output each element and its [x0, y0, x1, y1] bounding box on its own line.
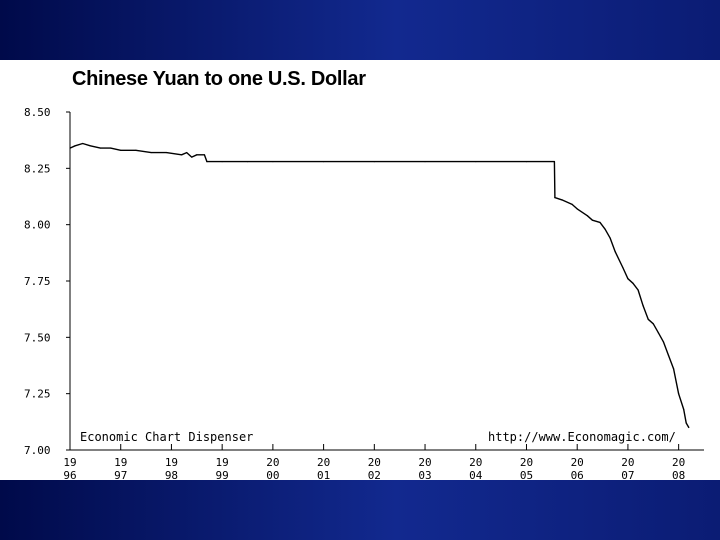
data-point [652, 323, 654, 325]
x-tick-label-top: 20 [266, 456, 279, 469]
x-tick-label-bottom: 98 [165, 469, 178, 482]
series-line [69, 142, 690, 428]
data-point [74, 145, 76, 147]
x-tick-label-bottom: 05 [520, 469, 533, 482]
data-point [662, 341, 665, 343]
data-point [688, 426, 690, 429]
data-point [622, 266, 624, 269]
x-tick-label-bottom: 96 [63, 469, 76, 482]
x-tick-label-top: 19 [63, 456, 76, 469]
data-point [586, 215, 588, 217]
y-tick-label: 7.50 [24, 331, 51, 344]
data-point [642, 305, 644, 307]
x-tick-label-bottom: 06 [571, 469, 584, 482]
data-point [221, 160, 223, 163]
y-tick-label: 8.25 [24, 162, 51, 175]
data-point [135, 149, 137, 151]
data-point [591, 219, 594, 221]
data-point [69, 147, 71, 149]
data-point [614, 251, 616, 253]
x-tick-label-bottom: 03 [418, 469, 431, 482]
data-point [667, 354, 670, 356]
data-point [657, 332, 659, 334]
x-tick-label-bottom: 07 [621, 469, 634, 482]
y-tick-label: 8.50 [24, 106, 51, 119]
data-point [647, 318, 649, 320]
x-tick-label-top: 19 [216, 456, 229, 469]
x-tick-label-bottom: 02 [368, 469, 381, 482]
header-band [0, 0, 720, 60]
y-tick-label: 7.25 [24, 388, 51, 401]
data-point [203, 154, 206, 156]
x-tick-label-top: 20 [571, 456, 584, 469]
x-tick-label-top: 20 [368, 456, 381, 469]
data-point [272, 160, 274, 163]
x-tick-label-bottom: 99 [216, 469, 229, 482]
data-point [89, 145, 91, 147]
data-point [196, 154, 198, 156]
data-point [554, 197, 556, 199]
x-tick-label-top: 20 [672, 456, 685, 469]
data-point [553, 160, 555, 163]
x-tick-label-top: 20 [621, 456, 634, 469]
data-point [246, 160, 249, 163]
data-point [82, 142, 84, 145]
x-tick-label-top: 19 [165, 456, 178, 469]
data-point [683, 408, 685, 411]
data-point [186, 151, 188, 154]
data-point [604, 228, 606, 230]
data-point [424, 160, 426, 163]
data-point [678, 393, 680, 395]
data-point [599, 221, 601, 224]
annotation-left: Economic Chart Dispenser [80, 430, 253, 444]
x-tick-label-top: 20 [317, 456, 330, 469]
x-tick-label-bottom: 01 [317, 469, 330, 482]
x-tick-label-top: 20 [469, 456, 482, 469]
data-point [165, 151, 167, 154]
data-point [150, 151, 152, 154]
data-point [99, 147, 102, 149]
y-tick-label: 7.00 [24, 444, 51, 457]
y-axis: 8.50 8.25 8.00 7.75 7.50 7.25 7.00 [24, 106, 71, 457]
footer-band [0, 480, 720, 540]
data-point [323, 160, 325, 163]
data-point [609, 237, 611, 239]
data-point [120, 149, 122, 151]
x-tick-label-top: 19 [114, 456, 127, 469]
data-point [561, 199, 563, 201]
data-point [206, 160, 208, 163]
x-tick-label-bottom: 97 [114, 469, 127, 482]
data-point [685, 422, 687, 424]
x-axis: 1996199719981999200020012002200320042005… [63, 444, 704, 482]
data-point [191, 156, 193, 158]
data-point [571, 203, 573, 205]
data-point [180, 154, 183, 156]
series-layer [69, 142, 690, 429]
data-point [672, 368, 675, 370]
y-tick-label: 7.75 [24, 275, 51, 288]
data-point [637, 289, 639, 291]
x-tick-label-bottom: 08 [672, 469, 685, 482]
data-point [627, 278, 629, 280]
x-tick-label-bottom: 04 [469, 469, 483, 482]
x-tick-label-bottom: 00 [266, 469, 279, 482]
data-point [475, 160, 477, 163]
data-point [373, 160, 375, 163]
y-tick-label: 8.00 [24, 219, 51, 232]
x-tick-label-top: 20 [418, 456, 431, 469]
data-point [109, 147, 112, 149]
annotation-right: http://www.Economagic.com/ [488, 430, 676, 444]
x-tick-label-top: 20 [520, 456, 533, 469]
chart-title: Chinese Yuan to one U.S. Dollar [72, 68, 366, 90]
data-point [632, 282, 634, 284]
data-point [525, 160, 528, 163]
data-point [576, 208, 578, 210]
